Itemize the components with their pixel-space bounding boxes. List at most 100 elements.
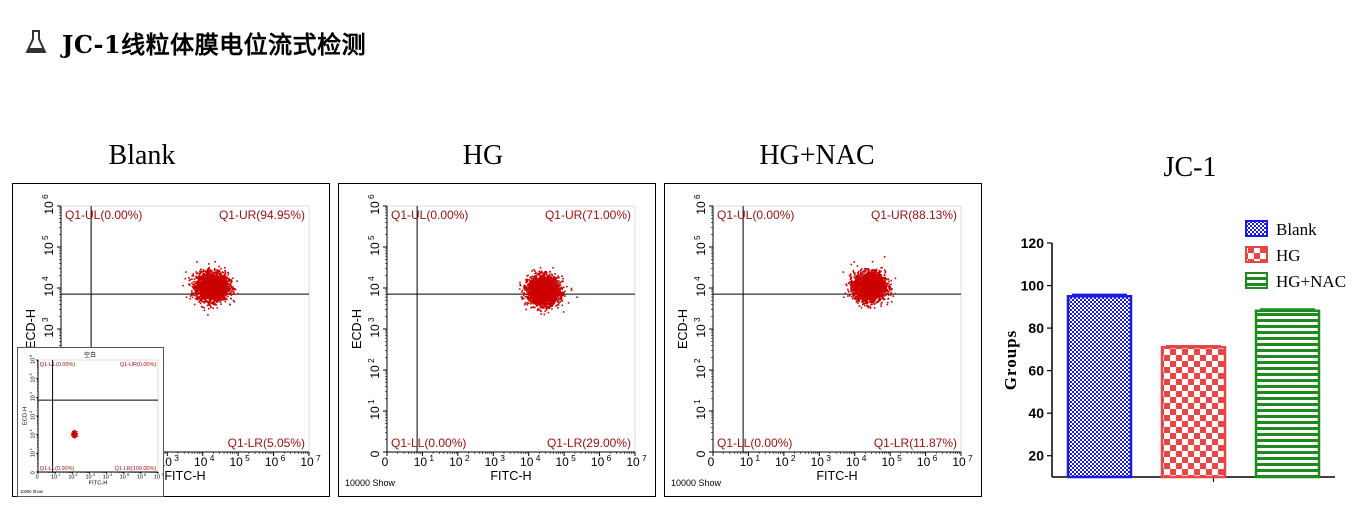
scatter-point xyxy=(214,294,216,296)
scatter-point xyxy=(195,277,198,279)
scatter-point xyxy=(215,272,217,275)
y-tick-label: 0 xyxy=(368,450,382,457)
y-tick-label: 10 xyxy=(368,324,382,338)
scatter-point xyxy=(223,292,226,294)
scatter-point xyxy=(224,271,227,274)
scatter-point xyxy=(202,284,205,287)
scatter-point xyxy=(540,286,543,289)
scatter-point xyxy=(214,297,217,300)
scatter-point xyxy=(539,267,542,269)
scatter-point xyxy=(202,273,204,276)
scatter-point xyxy=(207,274,209,277)
scatter-point xyxy=(525,281,528,284)
scatter-point xyxy=(530,288,533,291)
scatter-point xyxy=(215,284,217,287)
scatter-point xyxy=(223,298,225,301)
scatter-point xyxy=(237,292,239,295)
scatter-point xyxy=(194,285,196,287)
scatter-point xyxy=(203,282,205,284)
scatter-point xyxy=(559,298,561,300)
scatter-point xyxy=(557,306,559,309)
scatter-point xyxy=(213,286,216,288)
scatter-point xyxy=(532,306,535,308)
scatter-point xyxy=(206,277,208,280)
scatter-point xyxy=(198,288,200,290)
scatter-point xyxy=(528,280,531,283)
scatter-point xyxy=(521,296,523,299)
scatter-point xyxy=(531,270,533,272)
scatter-point xyxy=(199,291,202,293)
scatter-point xyxy=(214,293,217,295)
scatter-point xyxy=(541,271,544,274)
scatter-point xyxy=(224,273,227,275)
scatter-point xyxy=(528,290,531,293)
scatter-point xyxy=(202,278,205,281)
scatter-point xyxy=(208,270,211,273)
scatter-point xyxy=(191,278,193,280)
y-tick-group: 103 xyxy=(40,317,56,338)
scatter-point xyxy=(218,265,220,268)
scatter-point xyxy=(203,302,206,304)
scatter-point xyxy=(199,272,202,274)
scatter-point xyxy=(558,276,560,279)
scatter-point xyxy=(222,298,224,301)
scatter-point xyxy=(188,283,190,285)
scatter-point xyxy=(201,278,203,280)
scatter-point xyxy=(556,289,559,291)
scatter-point xyxy=(210,270,212,273)
scatter-point xyxy=(224,291,227,293)
scatter-point xyxy=(214,282,216,285)
scatter-point xyxy=(210,273,213,276)
scatter-point xyxy=(217,288,220,290)
scatter-point xyxy=(526,288,528,290)
scatter-point xyxy=(209,289,211,292)
scatter-point xyxy=(540,313,542,315)
scatter-point xyxy=(530,276,532,279)
scatter-point xyxy=(213,267,216,270)
scatter-point xyxy=(207,301,210,304)
scatter-point xyxy=(214,277,216,279)
scatter-point xyxy=(523,297,525,300)
scatter-point xyxy=(204,278,207,280)
scatter-point xyxy=(555,296,558,299)
scatter-point xyxy=(211,285,213,288)
x-axis-title: FITC-H xyxy=(164,469,205,483)
scatter-point xyxy=(548,282,551,284)
scatter-point xyxy=(228,287,230,290)
scatter-point xyxy=(205,299,208,302)
scatter-point xyxy=(220,296,223,299)
scatter-point xyxy=(195,280,197,283)
y-tick-group: 106 xyxy=(40,194,56,215)
scatter-point xyxy=(215,286,218,288)
scatter-point xyxy=(206,285,208,287)
scatter-point xyxy=(548,297,550,300)
scatter-point xyxy=(206,268,209,271)
scatter-point xyxy=(540,306,543,309)
quadrant-lr-label: Q1-LR(5.05%) xyxy=(228,436,305,450)
scatter-point xyxy=(222,283,225,286)
scatter-point xyxy=(226,281,229,283)
scatter-point xyxy=(547,298,550,301)
scatter-point xyxy=(538,273,541,276)
scatter-point xyxy=(561,287,564,290)
scatter-point xyxy=(228,278,230,281)
scatter-point xyxy=(557,275,559,277)
scatter-point xyxy=(223,275,226,277)
scatter-point xyxy=(201,297,203,300)
condition-label-blank: Blank xyxy=(108,140,176,171)
scatter-point xyxy=(209,275,212,277)
scatter-point xyxy=(547,285,550,287)
scatter-point xyxy=(555,305,557,307)
scatter-point xyxy=(524,284,526,287)
scatter-point xyxy=(549,301,552,303)
scatter-point xyxy=(185,271,187,273)
scatter-point xyxy=(211,278,213,280)
y-tick-label: 10 xyxy=(42,242,56,256)
y-tick-label: 10 xyxy=(368,201,382,215)
scatter-point xyxy=(208,286,211,288)
scatter-point xyxy=(532,277,534,280)
scatter-point xyxy=(531,306,533,309)
scatter-point xyxy=(218,300,221,303)
scatter-point xyxy=(213,303,216,306)
scatter-point xyxy=(547,275,549,277)
